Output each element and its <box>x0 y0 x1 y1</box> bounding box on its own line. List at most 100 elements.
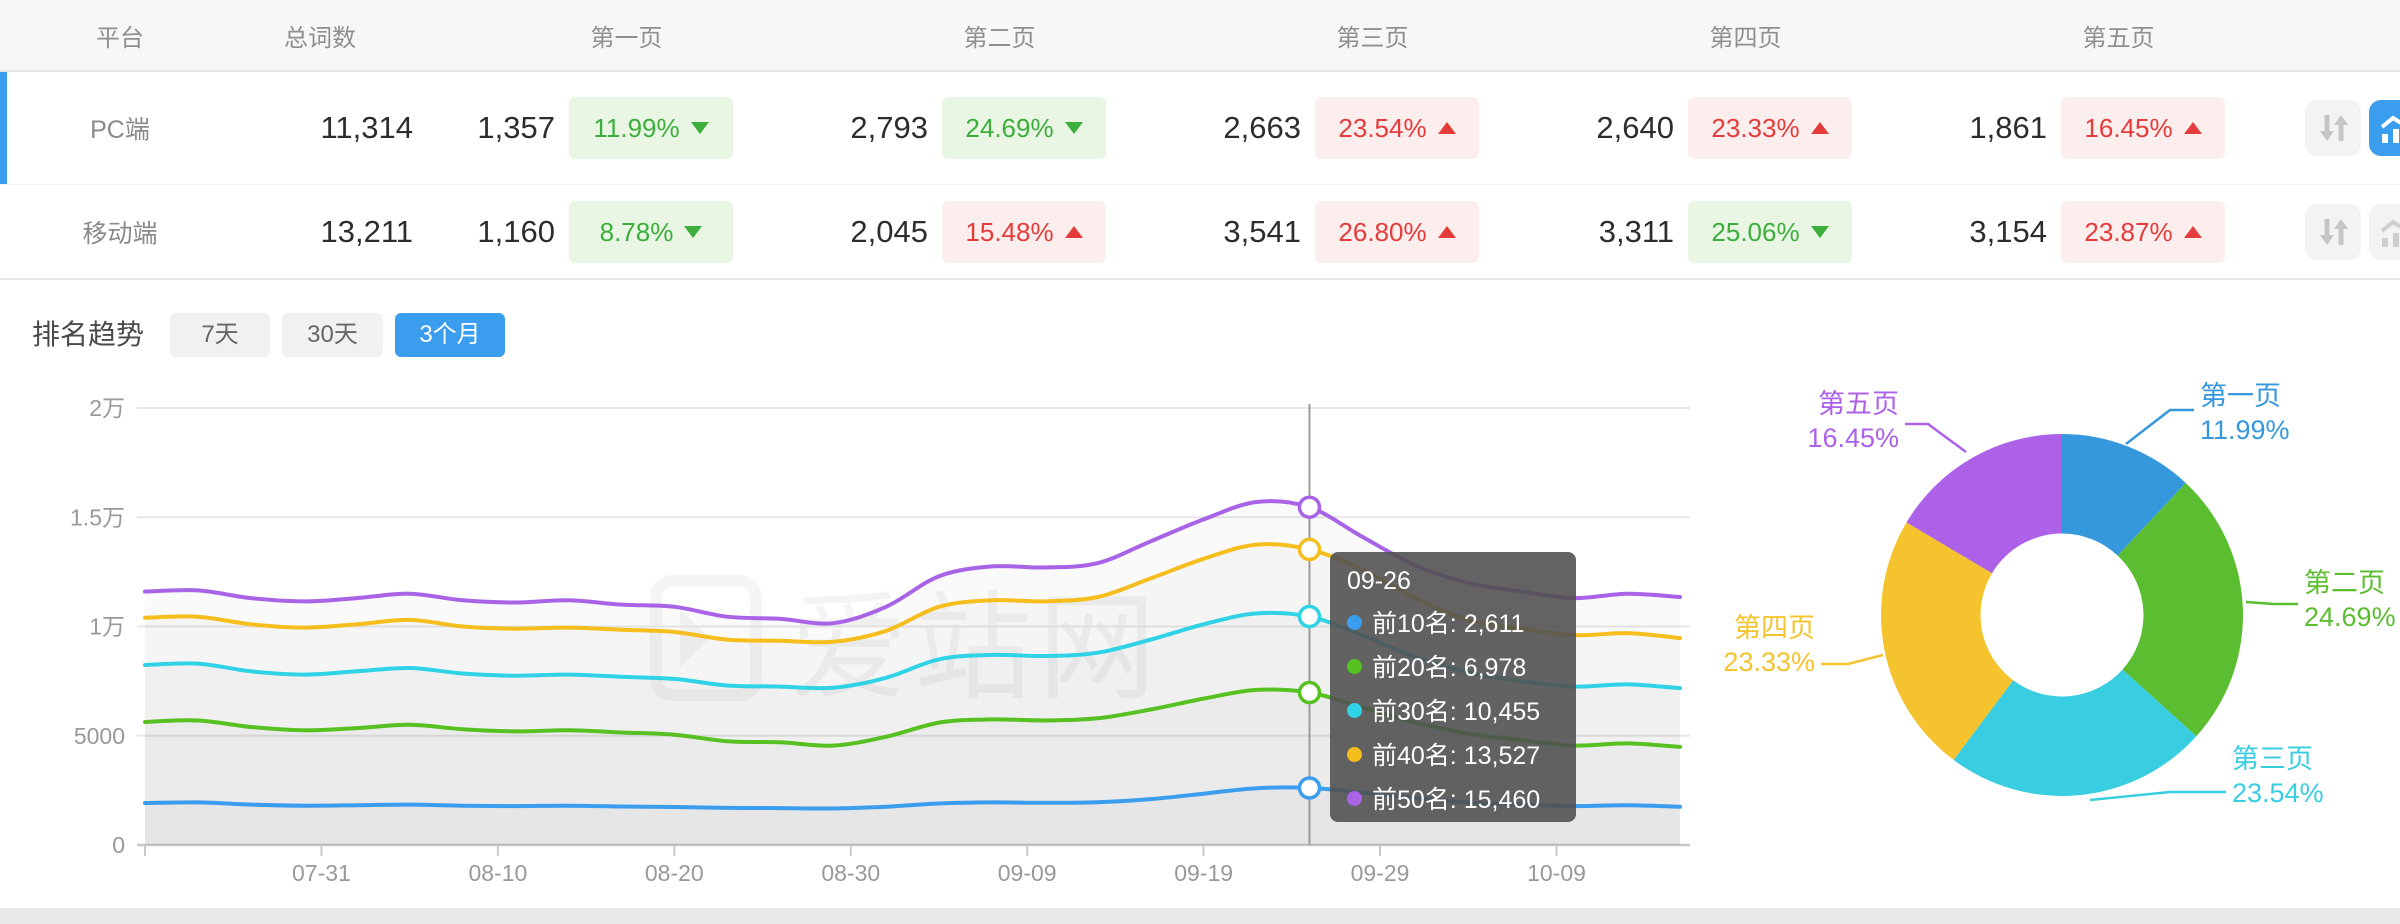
table-header-platform: 平台 <box>96 24 144 52</box>
page-2-cell: 2,793 24.69% <box>813 97 1186 159</box>
donut-slice-第五页 <box>1906 434 2062 574</box>
donut-label-第五页: 第五页 16.45% <box>1807 389 1899 453</box>
series-color-dot <box>1347 658 1362 674</box>
arrow-down-icon <box>1064 122 1083 134</box>
page-1-cell: 1,160 8.78% <box>440 201 813 263</box>
sort-button[interactable] <box>2305 100 2361 156</box>
series-color-dot <box>1347 746 1362 762</box>
trend-chart-icon <box>2380 115 2400 143</box>
change-badge: 25.06% <box>1688 201 1852 263</box>
change-percent: 15.48% <box>965 216 1054 247</box>
arrow-up-icon <box>2183 226 2202 238</box>
tooltip-date: 09-26 <box>1347 567 1411 595</box>
arrow-up-icon <box>1437 122 1456 134</box>
y-axis-label: 1.5万 <box>70 504 125 530</box>
tab-3-months[interactable]: 3个月 <box>395 313 505 357</box>
series-color-dot <box>1347 790 1362 806</box>
section-divider <box>0 278 2400 280</box>
arrow-up-icon <box>1064 226 1083 238</box>
site-watermark: 爱站网 <box>650 552 1162 723</box>
donut-label-第二页: 第二页 24.69% <box>2304 568 2396 632</box>
arrow-up-icon <box>1437 226 1456 238</box>
tooltip-series-text: 前10名: 2,611 <box>1372 610 1525 638</box>
page-3-cell: 2,663 23.54% <box>1186 97 1559 159</box>
donut-slice-第二页 <box>2117 483 2243 737</box>
arrow-up-icon <box>1810 122 1829 134</box>
show-trend-button[interactable] <box>2369 204 2400 260</box>
table-header-total: 总词数 <box>284 24 356 52</box>
highlight-marker-前10名 <box>1297 776 1322 800</box>
change-percent: 23.54% <box>1338 112 1427 143</box>
page-count: 3,154 <box>1969 214 2047 249</box>
donut-leader-line <box>2125 408 2194 445</box>
series-color-dot <box>1347 702 1362 718</box>
page-count: 3,541 <box>1223 214 1301 249</box>
show-trend-button[interactable] <box>2369 100 2400 156</box>
change-badge: 23.87% <box>2061 201 2225 263</box>
donut-leader-line <box>1905 422 1967 454</box>
page-count: 1,160 <box>477 214 555 249</box>
x-axis-label: 09-19 <box>1174 860 1233 886</box>
x-axis-label: 10-09 <box>1527 860 1586 886</box>
change-badge: 15.48% <box>942 201 1106 263</box>
page-3-cell: 3,541 26.80% <box>1186 201 1559 263</box>
tooltip-series-row: 前30名: 10,455 <box>1347 688 1559 732</box>
table-header-page4: 第四页 <box>1709 24 1782 52</box>
arrow-up-icon <box>2183 122 2202 134</box>
tooltip-series-row: 前40名: 13,527 <box>1347 732 1559 776</box>
donut-slice-第三页 <box>1953 669 2197 796</box>
page-5-cell: 1,861 16.45% <box>1932 97 2305 159</box>
change-percent: 23.87% <box>2084 216 2173 247</box>
donut-slice-第四页 <box>1881 522 2014 760</box>
x-axis-label: 08-20 <box>645 860 704 886</box>
watermark-text: 爱站网 <box>790 552 1162 723</box>
change-badge: 8.78% <box>569 201 733 263</box>
table-header-page5: 第五页 <box>2082 24 2155 52</box>
tab-7-days[interactable]: 7天 <box>170 313 270 357</box>
donut-leader-line <box>2089 790 2226 802</box>
arrow-down-icon <box>1810 226 1829 238</box>
trend-section-title: 排名趋势 <box>32 319 145 350</box>
y-axis-label: 1万 <box>89 614 125 640</box>
change-percent: 26.80% <box>1338 216 1427 247</box>
x-axis-label: 08-10 <box>468 860 527 886</box>
change-badge: 23.33% <box>1688 97 1852 159</box>
tooltip-series-text: 前40名: 13,527 <box>1372 742 1541 770</box>
change-badge: 23.54% <box>1315 97 1479 159</box>
x-axis-label: 09-09 <box>998 860 1057 886</box>
table-header-page1: 第一页 <box>590 24 663 52</box>
change-percent: 25.06% <box>1711 216 1800 247</box>
table-header-page3: 第三页 <box>1336 24 1409 52</box>
page-count: 2,640 <box>1596 110 1674 145</box>
selected-row-indicator <box>0 72 7 184</box>
donut-label-第四页: 第四页 23.33% <box>1723 613 1815 677</box>
tab-30-days[interactable]: 30天 <box>282 313 383 357</box>
table-header-page2: 第二页 <box>963 24 1036 52</box>
change-badge: 11.99% <box>569 97 733 159</box>
tooltip-series-text: 前20名: 6,978 <box>1372 654 1527 682</box>
page-5-cell: 3,154 23.87% <box>1932 201 2305 263</box>
sort-arrows-icon <box>2320 115 2348 141</box>
sort-button[interactable] <box>2305 204 2361 260</box>
platform-label: 移动端 <box>82 220 158 248</box>
change-percent: 8.78% <box>599 216 674 247</box>
change-percent: 24.69% <box>965 112 1054 143</box>
table-row[interactable]: PC端 11,314 1,357 11.99% 2,793 24.69% 2,663 23… <box>0 72 2400 185</box>
page-count: 2,793 <box>850 110 928 145</box>
page-count: 3,311 <box>1598 214 1674 249</box>
table-header-row: 平台 总词数 第一页 第二页 第三页 第四页 第五页 <box>0 0 2400 72</box>
x-axis-label: 08-30 <box>821 860 880 886</box>
x-axis-label: 07-31 <box>292 860 351 886</box>
table-row[interactable]: 移动端 13,211 1,160 8.78% 2,045 15.48% 3,541 26.… <box>0 185 2400 279</box>
page-count: 2,045 <box>850 214 928 249</box>
page-count: 2,663 <box>1223 110 1301 145</box>
change-percent: 11.99% <box>593 112 680 143</box>
page-4-cell: 2,640 23.33% <box>1559 97 1932 159</box>
total-words-value: 13,211 <box>320 214 413 249</box>
page-2-cell: 2,045 15.48% <box>813 201 1186 263</box>
chart-tooltip: 09-26 前10名: 2,611 前20名: 6,978 前30名: 10,455… <box>1330 552 1576 822</box>
arrow-down-icon <box>690 122 709 134</box>
page-4-cell: 3,311 25.06% <box>1559 201 1932 263</box>
highlight-marker-前40名 <box>1297 537 1322 562</box>
highlight-marker-前30名 <box>1297 604 1322 629</box>
